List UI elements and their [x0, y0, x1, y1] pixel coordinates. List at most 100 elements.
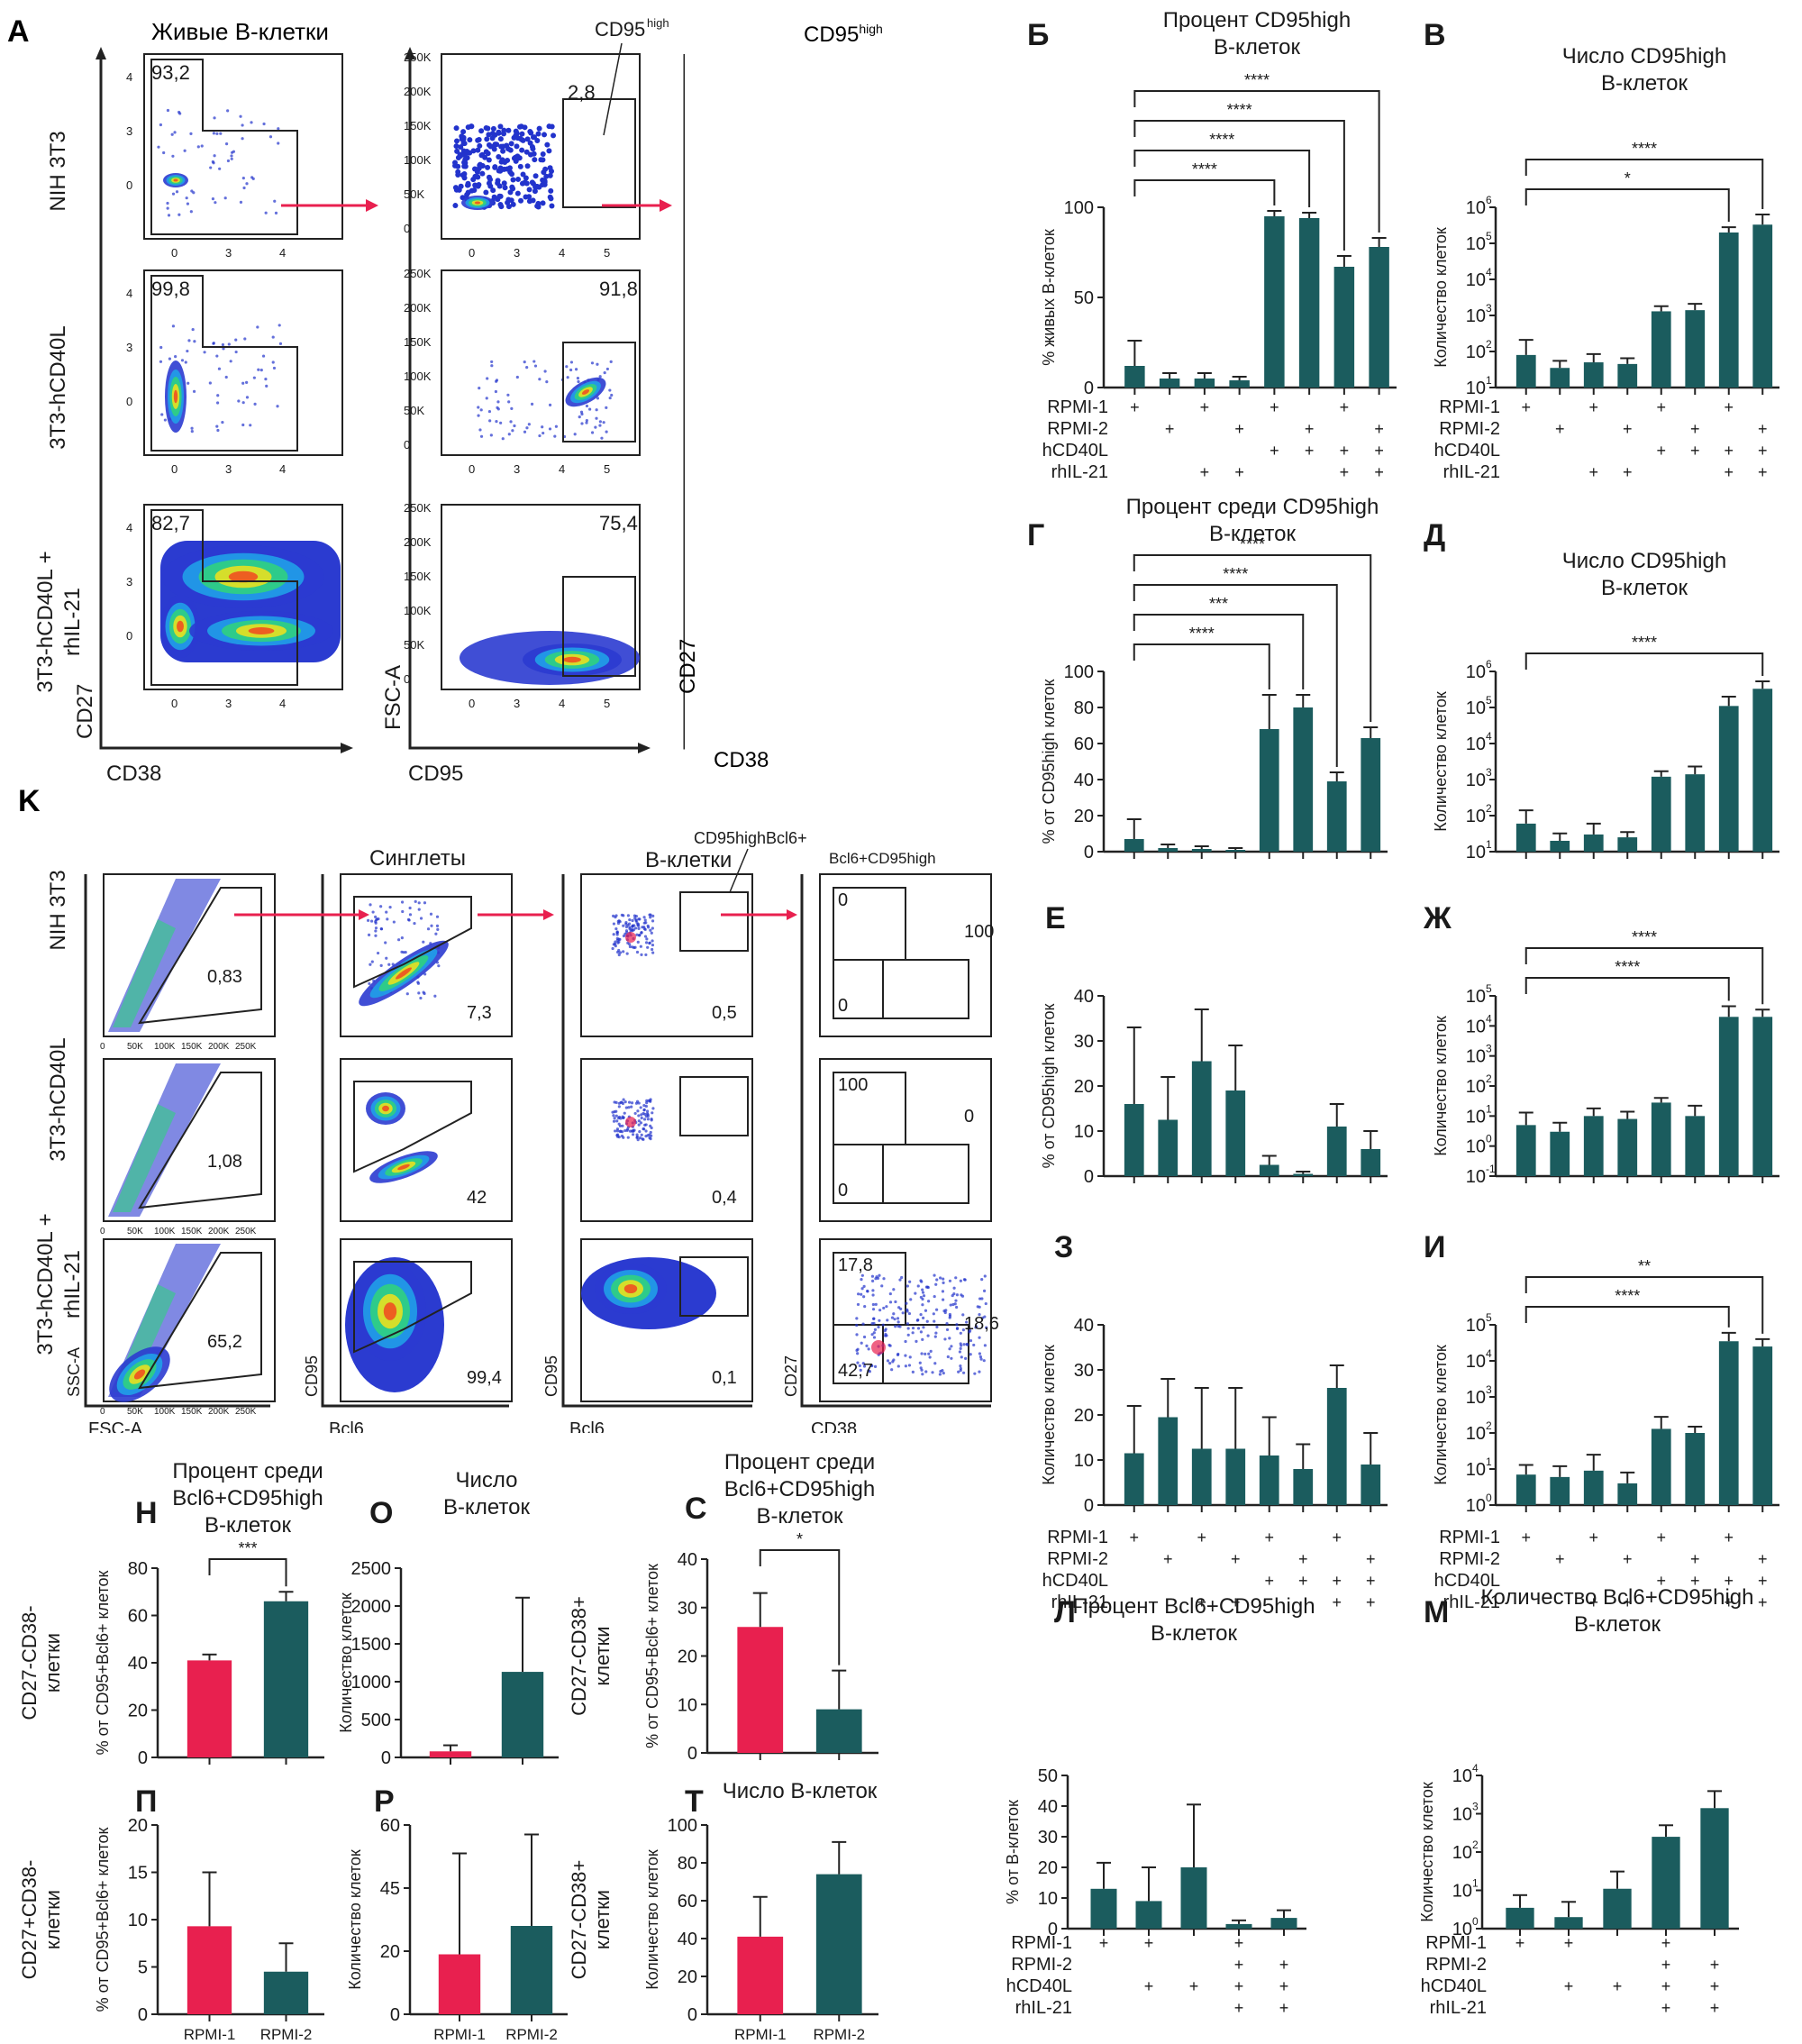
- flow-bot-r1c2-dot: [637, 1101, 641, 1105]
- flow-top-r1c1-dot: [595, 408, 598, 412]
- flow-top-r0c0-dot: [215, 132, 219, 135]
- flow-top-r1c1-dot: [605, 406, 608, 409]
- chart-M-bar-0: [1506, 1907, 1534, 1929]
- flow-top-xtick-r0c0: 0: [171, 246, 177, 260]
- conditions-m-plus: +: [1515, 1934, 1525, 1952]
- flow-top-r1c1-dot: [590, 361, 595, 365]
- chart-Z-bar-1: [1158, 1417, 1179, 1505]
- flow-bot-r0c1-dot: [408, 913, 413, 917]
- flow-bot-r0c2-dot: [628, 944, 633, 949]
- chart-V-bar-1: [1550, 368, 1570, 388]
- flow-bot-r2c3-dot: [890, 1316, 895, 1319]
- flow-bot-r2c3-dot: [863, 1305, 867, 1309]
- flow-bot-fsc-xtick-r2: 50K: [127, 1407, 143, 1417]
- conditions-b-plus: +: [1305, 420, 1315, 438]
- flow-bot-r2c3-dot: [951, 1293, 954, 1298]
- chart-I-tick-label: 10: [1466, 1496, 1486, 1516]
- flow-bot-r2c0-blob-layer-4: [133, 1369, 146, 1380]
- flow-bot-r0c2-dot: [638, 934, 642, 937]
- flow-bot-r2c3-dot: [973, 1372, 977, 1375]
- flow-top-arrowhead-1x: [341, 743, 353, 753]
- flow-bot-r2c3-dot: [978, 1370, 981, 1373]
- flow-top-plot-r0-c0: [143, 53, 343, 240]
- flow-bot-r2c3-dot: [892, 1312, 896, 1316]
- chart-L-letter: Л: [1054, 1595, 1076, 1629]
- flow-bot-r0c2-dot: [615, 931, 619, 935]
- chart-D-tick-label: 10: [1466, 843, 1486, 862]
- flow-bot-r0c2-dot: [624, 922, 628, 926]
- flow-top-fsc-tick-r1: 150K: [404, 335, 432, 349]
- flow-bot-r2c3-dot: [898, 1278, 902, 1282]
- flow-top-r1c1-dot: [496, 400, 500, 404]
- flow-bot-plot-r1c2: [580, 1058, 753, 1222]
- flow-bot-r0c2-dot: [650, 931, 653, 935]
- flow-bot-r0c2-dot: [624, 929, 629, 933]
- flow-bot-value-bottom-r1c3: 0: [838, 1181, 848, 1200]
- conditions-v-label-3: rhIL-21: [1443, 462, 1500, 482]
- flow-bot-r1c2-dot: [642, 1109, 646, 1112]
- flow-top-r1c1-dot: [598, 375, 602, 379]
- flow-bot-r2c3-dot: [878, 1273, 881, 1277]
- chart-S-ylabel: % от CD95+Bcl6+ клеток: [643, 1564, 661, 1748]
- flow-top-ytick-r0c0: 0: [126, 178, 132, 192]
- flow-bot-r2c3-dot: [921, 1288, 924, 1291]
- conditions-v-plus: +: [1656, 398, 1666, 416]
- flow-top-r1c0-dot: [249, 424, 252, 427]
- flow-top-cd95-tick-r2: 4: [559, 697, 565, 710]
- chart-D-bar-2: [1583, 834, 1604, 852]
- flow-top-fsc-tick-r0: 200K: [404, 85, 432, 98]
- flow-top-r0c1-dot: [542, 181, 548, 187]
- flow-top-r1c1-blob-layer-4: [581, 389, 590, 395]
- chart-R-tick-label: 60: [380, 1816, 400, 1836]
- flow-bot-r0c1-dot: [367, 933, 371, 936]
- chart-V-title: Число CD95high: [1562, 44, 1726, 68]
- flow-top-plot-r1-c1: [441, 269, 641, 456]
- chart-O: O Число В-клеток 0 500 1000 1500 2000 2500 Количе…: [337, 1468, 559, 1768]
- chart-D-tick-exp: 2: [1486, 802, 1492, 815]
- chart-G-ylabel: % от CD95high клеток: [1040, 679, 1058, 844]
- conditions-m-plus: +: [1661, 1977, 1671, 1995]
- flow-bot-value-r2c2: 0,1: [712, 1368, 737, 1388]
- chart-I-tick-label: 10: [1466, 1388, 1486, 1408]
- conditions-b-plus: +: [1234, 420, 1244, 438]
- chart-V-bar-5: [1685, 310, 1706, 388]
- flow-top-r0c1-dot: [514, 143, 520, 150]
- panel-k-letter: K: [18, 784, 41, 818]
- chart-S-bar-0: [737, 1627, 784, 1753]
- chart-Zh-sig-bracket-0: [1524, 947, 1764, 1005]
- chart-Zh-ylabel: Количество клеток: [1432, 1016, 1450, 1156]
- conditions-v: RPMI-1 + + + + RPMI-2 + + + + hCD40L + + + + rhIL-21 + + +…: [1434, 397, 1768, 482]
- chart-M-tick-exp: 0: [1472, 1915, 1479, 1928]
- flow-bottom-plots: NIH 3T3 3T3-hCD40L 3T3-hCD40L + rhIL-21 …: [33, 829, 999, 1433]
- flow-top-r0c0-dot: [277, 141, 280, 145]
- flow-top-r0c0-dot: [242, 186, 246, 190]
- flow-top-r1c0-dot: [271, 335, 275, 339]
- flow-bot-r2c3-dot: [904, 1339, 907, 1344]
- conditions-m-plus: +: [1564, 1934, 1574, 1952]
- flow-top-r0c1-dot: [534, 184, 541, 190]
- flow-top-r0c0-dot: [241, 137, 244, 141]
- flow-top-fsc-tick-r2: 250K: [404, 501, 432, 515]
- flow-top-r1c1-dot: [511, 429, 514, 433]
- flow-bot-r2c3-dot: [921, 1297, 924, 1301]
- flow-top-r0c0-dot: [185, 196, 188, 200]
- flow-top-r0c1-dot: [476, 136, 482, 142]
- flow-bot-arrowhead-1: [543, 909, 554, 920]
- flow-bot-r1c2-dot: [620, 1100, 623, 1104]
- flow-bot-value-bottom-r2c3: 42,7: [838, 1361, 873, 1381]
- flow-top-xtick-r1c0: 0: [171, 462, 177, 476]
- flow-bot-r1c2-dot: [644, 1135, 648, 1138]
- flow-bot-r0c1-dot: [392, 920, 396, 924]
- flow-top-r1c0-dot: [256, 325, 259, 329]
- chart-B-sig-2: ****: [1227, 101, 1252, 119]
- chart-G-sig-bracket-0: [1133, 643, 1270, 689]
- flow-bot-r2c3-dot: [933, 1273, 936, 1277]
- chart-G-bar-0: [1124, 839, 1144, 852]
- flow-bot-r2c3-dot: [871, 1308, 876, 1311]
- flow-top-plots: NIH 3T3 3T3-hCD40L 3T3-hCD40L + rhIL-21 …: [33, 16, 685, 786]
- flow-top-r0c1-dot: [456, 187, 462, 193]
- flow-bot-r2c3-dot: [911, 1331, 915, 1335]
- flow-top-r0c0-dot: [189, 210, 193, 214]
- flow-top-r0c0-dot: [196, 145, 200, 149]
- flow-bot-r1c2-dot: [621, 1124, 624, 1127]
